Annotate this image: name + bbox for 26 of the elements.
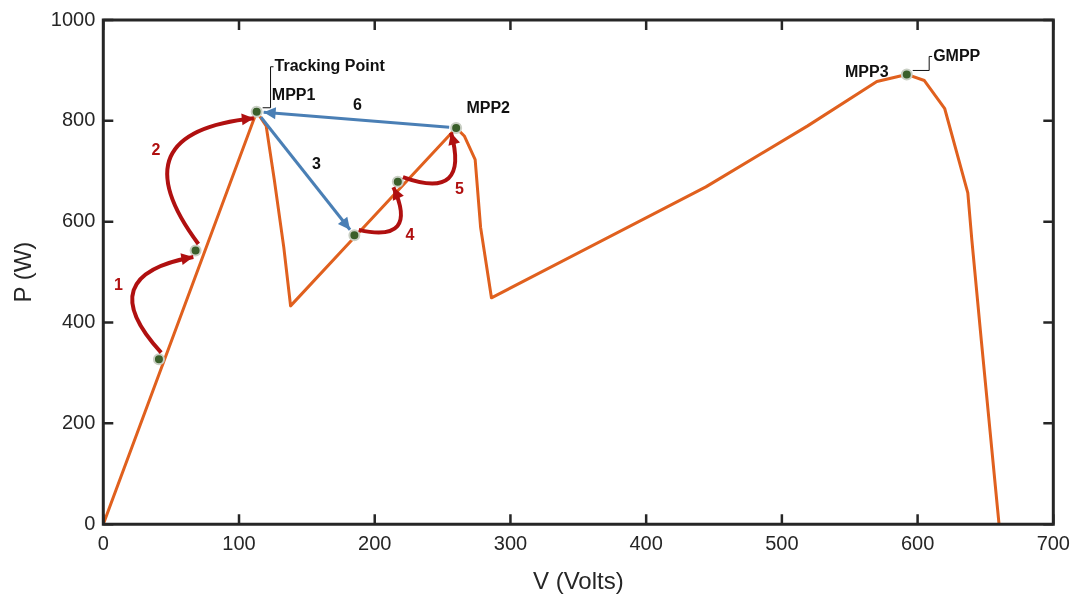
x-tick-label: 300 bbox=[493, 531, 528, 554]
annotation: 2 bbox=[151, 140, 161, 158]
x-tick-label: 200 bbox=[358, 531, 392, 554]
annotation: Tracking Point bbox=[274, 57, 386, 75]
x-tick-label: 600 bbox=[900, 531, 935, 554]
y-tick-label: 0 bbox=[84, 511, 96, 534]
annotation: 3 bbox=[312, 155, 322, 173]
x-tick-label: 700 bbox=[1036, 531, 1070, 554]
y-tick-label: 600 bbox=[61, 209, 96, 232]
annotation: 4 bbox=[405, 226, 415, 244]
annotation: MPP3 bbox=[844, 62, 889, 80]
y-tick-label: 800 bbox=[61, 108, 96, 131]
annotation: 5 bbox=[454, 180, 464, 198]
annotation: 1 bbox=[114, 275, 124, 293]
annotation: 6 bbox=[353, 96, 363, 114]
annotation: MPP1 bbox=[271, 86, 316, 104]
x-tick-label: 400 bbox=[629, 531, 663, 554]
y-tick-label: 400 bbox=[61, 310, 96, 333]
annotation: GMPP bbox=[933, 46, 981, 64]
x-tick-label: 100 bbox=[222, 531, 256, 554]
x-tick-label: 500 bbox=[765, 531, 799, 554]
y-axis-title: P (W) bbox=[9, 241, 37, 303]
y-tick-label: 1000 bbox=[50, 7, 96, 30]
y-tick-label: 200 bbox=[61, 410, 96, 433]
x-axis-title: V (Volts) bbox=[532, 567, 624, 595]
annotation: MPP2 bbox=[466, 99, 511, 117]
